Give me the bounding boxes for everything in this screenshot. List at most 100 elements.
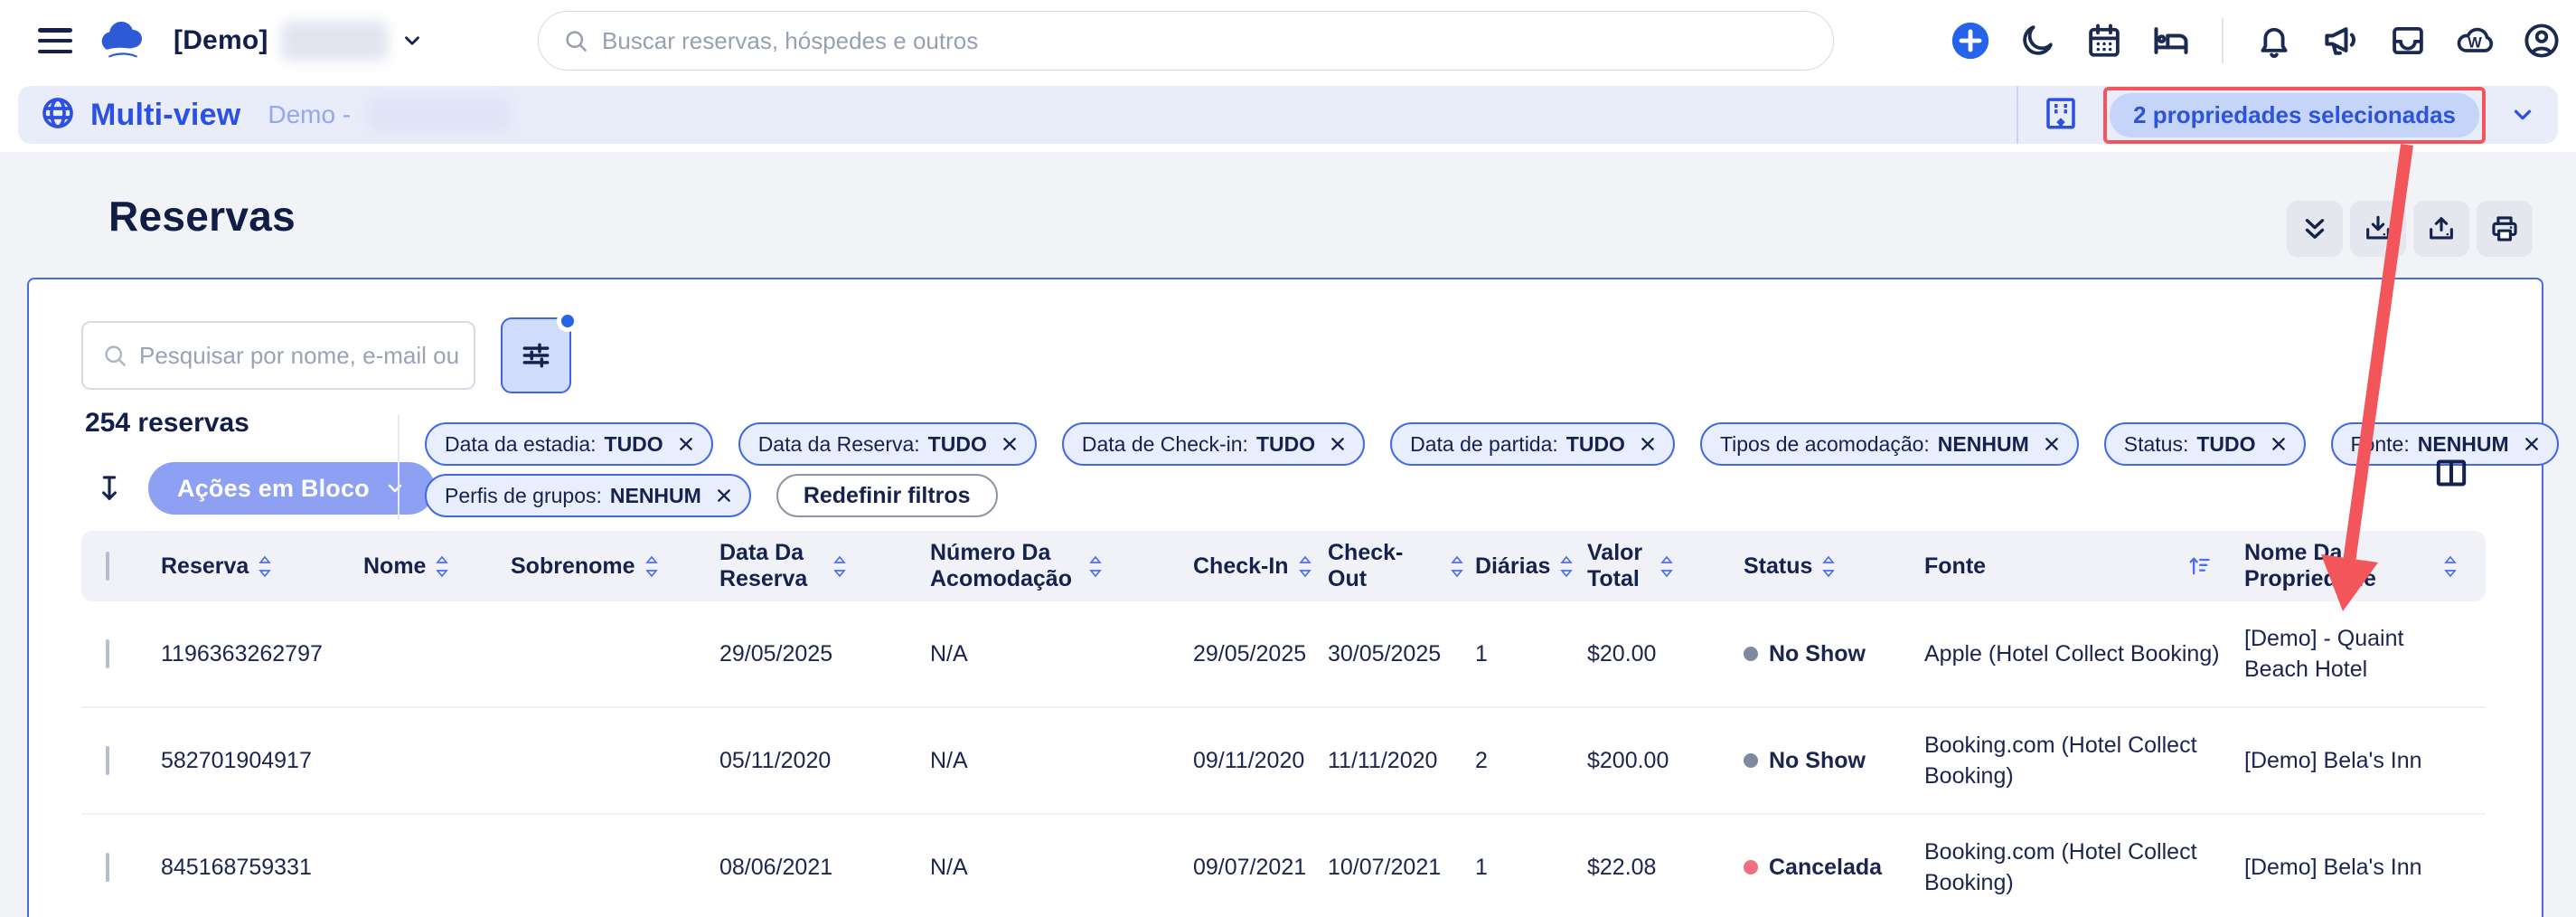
cell-status: No Show [1744,745,1924,776]
multiview-chevron-down-icon[interactable] [2509,101,2536,128]
download-button[interactable] [2350,201,2406,257]
select-all-checkbox[interactable] [106,551,109,581]
reset-filters-button[interactable]: Redefinir filtros [776,474,998,517]
help-cloud-icon[interactable]: W [2455,21,2495,61]
table-row[interactable]: 845168759331 08/06/2021 N/A 09/07/2021 1… [81,815,2486,917]
sort-icon[interactable] [832,554,847,579]
filter-chips-row-1: Data da estadia: TUDO Data da Reserva: TUD… [425,422,2559,466]
printer-icon [2492,216,2517,241]
reservations-table: Reserva Nome Sobrenome Data Da Reserva N… [81,531,2486,917]
sort-icon[interactable] [1450,554,1464,579]
upload-icon [2430,217,2453,240]
status-label: No Show [1769,748,1866,773]
page-toolbar [2287,201,2533,257]
column-settings-button[interactable] [2430,451,2473,495]
cell-reserva[interactable]: 582701904917 [161,748,312,773]
sort-icon[interactable] [258,554,272,579]
topbar: [Demo] [0,0,2576,81]
cell-valor-total: $22.08 [1587,855,1657,880]
chevron-down-icon [404,36,419,45]
calendar-icon[interactable] [2084,21,2124,61]
search-icon [566,31,587,52]
filter-chip-accommodation-types[interactable]: Tipos de acomodação: NENHUM [1699,422,2079,466]
sort-icon[interactable] [644,554,659,579]
sort-icon[interactable] [1559,554,1574,579]
sort-icon[interactable] [435,554,449,579]
filter-chip-stay-date[interactable]: Data da estadia: TUDO [425,422,713,466]
cell-checkout: 11/11/2020 [1328,748,1438,773]
redacted-property-name [280,21,388,61]
sort-order-icon[interactable] [94,473,125,504]
filters-toggle-button[interactable] [501,310,578,393]
filter-chip-status[interactable]: Status: TUDO [2103,422,2306,466]
cell-diarias: 2 [1475,748,1488,773]
status-dot [1744,647,1758,661]
properties-selected-badge[interactable]: 2 propriedades selecionadas [2110,92,2479,137]
sort-icon[interactable] [1821,554,1836,579]
table-search-input[interactable] [139,341,474,370]
multiview-divider [2017,86,2019,144]
notifications-bell-icon[interactable] [2254,21,2294,61]
globe-icon [40,95,76,136]
row-checkbox[interactable] [106,852,109,882]
property-selector[interactable]: [Demo] [174,21,424,61]
collapse-button[interactable] [2287,201,2343,257]
reservations-card: 254 reservas Ações em Bloco Data da esta… [27,278,2559,917]
cell-diarias: 1 [1475,855,1488,880]
filter-chip-reservation-date[interactable]: Data da Reserva: TUDO [738,422,1037,466]
sort-icon[interactable] [1298,554,1312,579]
close-icon[interactable] [1330,437,1345,451]
account-icon[interactable] [2522,21,2562,61]
dark-mode-icon[interactable] [2017,21,2057,61]
search-icon [105,345,126,366]
table-row[interactable]: 582701904917 05/11/2020 N/A 09/11/2020 1… [81,708,2486,815]
announcements-megaphone-icon[interactable] [2321,21,2361,61]
cell-checkin: 09/11/2020 [1193,748,1305,773]
close-icon[interactable] [2524,437,2539,451]
cell-propriedade: [Demo] - Quaint Beach Hotel [2244,626,2404,682]
double-chevron-down-icon [2305,219,2325,239]
upload-button[interactable] [2413,201,2469,257]
reservations-bed-icon[interactable] [2151,21,2191,61]
row-checkbox[interactable] [106,745,109,775]
close-icon[interactable] [2271,437,2286,451]
close-icon[interactable] [717,488,731,503]
cell-numero-acomodacao: N/A [930,855,968,880]
inbox-icon[interactable] [2388,21,2428,61]
cell-checkout: 10/07/2021 [1328,855,1442,880]
annotation-red-box: 2 propriedades selecionadas [2103,86,2486,144]
download-icon [2366,215,2390,240]
close-icon[interactable] [1002,437,1017,451]
table-search [81,321,475,390]
print-button[interactable] [2477,201,2533,257]
sliders-icon [522,343,550,368]
building-icon [2042,94,2080,137]
cloudbeds-logo-icon[interactable] [98,19,148,63]
sort-icon[interactable] [2443,554,2458,579]
cell-diarias: 1 [1475,641,1488,666]
close-icon[interactable] [2045,437,2059,451]
bulk-actions-button[interactable]: Ações em Bloco [148,462,435,515]
sort-applied-icon[interactable] [2186,553,2212,579]
filter-chip-group-profiles[interactable]: Perfis de grupos: NENHUM [425,474,751,517]
filter-chip-departure-date[interactable]: Data de partida: TUDO [1390,422,1675,466]
close-icon[interactable] [1641,437,1655,451]
cell-reserva[interactable]: 1196363262797 [161,641,323,666]
add-icon[interactable] [1951,21,1990,61]
close-icon[interactable] [679,437,693,451]
chevron-down-icon [388,484,402,493]
table-row[interactable]: 1196363262797 29/05/2025 N/A 29/05/2025 … [81,601,2486,708]
row-checkbox[interactable] [106,638,109,668]
status-label: No Show [1769,641,1866,666]
cell-data-reserva: 29/05/2025 [719,641,833,666]
redacted-group-name [367,97,512,133]
cell-valor-total: $200.00 [1587,748,1669,773]
cell-numero-acomodacao: N/A [930,641,968,666]
cell-reserva[interactable]: 845168759331 [161,855,312,880]
global-search-input[interactable] [602,26,1833,55]
filter-chip-checkin-date[interactable]: Data de Check-in: TUDO [1061,422,1366,466]
sort-icon[interactable] [1088,554,1103,579]
menu-icon[interactable] [38,28,72,53]
sort-icon[interactable] [1659,554,1674,579]
